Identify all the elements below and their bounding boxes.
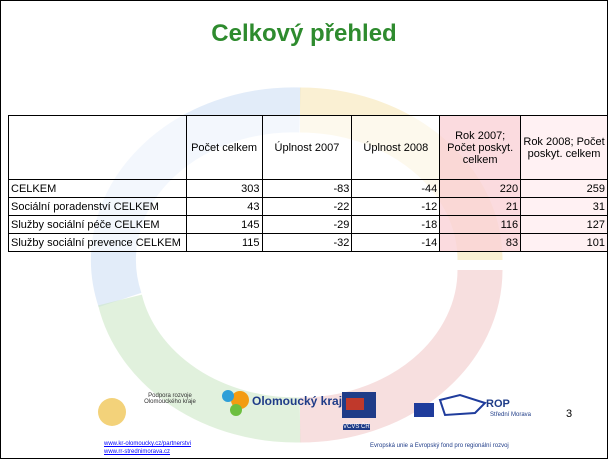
- logo-text: Olomoucký kraj: [252, 394, 342, 408]
- table-cell: -44: [352, 180, 440, 198]
- header-cell: Rok 2008; Počet poskyt. celkem: [521, 116, 608, 180]
- table-cell: 115: [186, 234, 262, 252]
- logo-text: VCVS ČR: [343, 424, 370, 430]
- table-cell: 21: [440, 198, 521, 216]
- header-cell: Úplnost 2008: [352, 116, 440, 180]
- row-label: Služby sociální prevence CELKEM: [9, 234, 187, 252]
- logo-text: Podpora rozvoje Olomouckého kraje: [140, 393, 200, 405]
- table-cell: -18: [352, 216, 440, 234]
- table-cell: 43: [186, 198, 262, 216]
- table-cell: 116: [440, 216, 521, 234]
- table-cell: -14: [352, 234, 440, 252]
- row-label: Služby sociální péče CELKEM: [9, 216, 187, 234]
- table-cell: 101: [521, 234, 608, 252]
- header-cell: [9, 116, 187, 180]
- table-cell: 259: [521, 180, 608, 198]
- slide-title: Celkový přehled: [0, 20, 608, 48]
- link[interactable]: www.kr-olomoucky.cz/partnerstvi: [104, 441, 191, 447]
- table-cell: 83: [440, 234, 521, 252]
- header-cell: Úplnost 2007: [262, 116, 352, 180]
- slide: Celkový přehled Počet celkemÚplnost 2007…: [0, 0, 608, 459]
- table-cell: -29: [262, 216, 352, 234]
- table-cell: 145: [186, 216, 262, 234]
- table-cell: 303: [186, 180, 262, 198]
- header-cell: Rok 2007; Počet poskyt. celkem: [440, 116, 521, 180]
- logo-text: ROP: [486, 398, 510, 410]
- table-cell: -32: [262, 234, 352, 252]
- table-cell: 31: [521, 198, 608, 216]
- table-cell: 127: [521, 216, 608, 234]
- page-number: 3: [566, 408, 572, 420]
- row-label: CELKEM: [9, 180, 187, 198]
- table-cell: -12: [352, 198, 440, 216]
- logo-text: Střední Morava: [490, 412, 531, 418]
- link[interactable]: www.rr-strednimorava.cz: [104, 449, 170, 455]
- header-cell: Počet celkem: [186, 116, 262, 180]
- table-cell: 220: [440, 180, 521, 198]
- eu-text: Evropská unie a Evropský fond pro region…: [370, 443, 509, 449]
- row-label: Sociální poradenství CELKEM: [9, 198, 187, 216]
- table-cell: -83: [262, 180, 352, 198]
- table-cell: -22: [262, 198, 352, 216]
